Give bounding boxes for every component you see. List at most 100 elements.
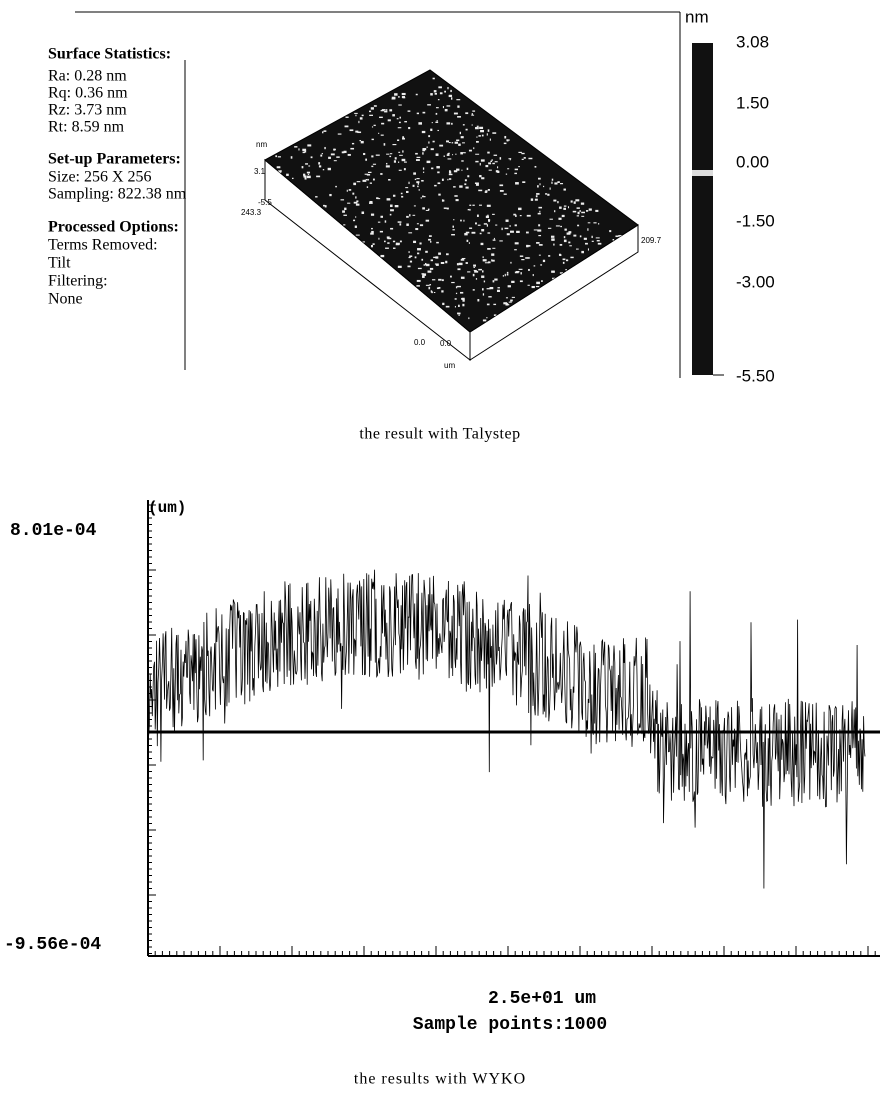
speckle bbox=[514, 271, 519, 274]
speckle bbox=[460, 152, 463, 155]
speckle bbox=[612, 239, 615, 241]
speckle bbox=[486, 204, 491, 207]
speckle bbox=[576, 215, 580, 217]
speckle bbox=[310, 156, 313, 159]
speckle bbox=[554, 182, 558, 185]
speckle bbox=[341, 151, 345, 154]
speckle bbox=[451, 233, 455, 236]
speckle bbox=[451, 142, 454, 144]
speckle bbox=[432, 279, 436, 281]
speckle bbox=[472, 289, 475, 291]
speckle bbox=[479, 126, 484, 130]
speckle bbox=[485, 164, 489, 168]
y-origin: 0.0 bbox=[414, 338, 426, 347]
speckle bbox=[361, 114, 364, 117]
speckle bbox=[573, 201, 576, 204]
speckle bbox=[488, 296, 492, 298]
speckle bbox=[444, 90, 446, 93]
speckle bbox=[365, 179, 368, 181]
speckle bbox=[458, 143, 461, 146]
speckle bbox=[435, 256, 439, 259]
speckle bbox=[471, 113, 473, 115]
speckle bbox=[422, 167, 425, 170]
speckle bbox=[421, 258, 424, 261]
speckle bbox=[394, 205, 399, 208]
speckle bbox=[597, 242, 602, 245]
speckle bbox=[432, 77, 435, 80]
speckle bbox=[438, 287, 441, 289]
speckle bbox=[552, 277, 556, 280]
speckle bbox=[469, 227, 473, 229]
speckle bbox=[376, 197, 379, 200]
speckle bbox=[354, 112, 358, 114]
speckle bbox=[358, 120, 360, 124]
speckle bbox=[357, 131, 362, 134]
speckle bbox=[487, 189, 490, 191]
speckle bbox=[438, 86, 442, 89]
speckle bbox=[444, 108, 448, 112]
speckle bbox=[435, 112, 438, 115]
speckle bbox=[441, 178, 444, 181]
speckle bbox=[530, 198, 534, 201]
speckle bbox=[461, 257, 466, 260]
setup: Size: 256 X 256 bbox=[48, 169, 152, 186]
speckle bbox=[371, 230, 374, 233]
colorbar-unit: nm bbox=[685, 7, 709, 26]
speckle bbox=[333, 148, 336, 151]
speckle bbox=[487, 261, 491, 264]
profile-trace bbox=[147, 569, 866, 889]
speckle bbox=[392, 247, 396, 249]
speckle bbox=[412, 184, 415, 187]
speckle bbox=[318, 162, 321, 165]
speckle bbox=[486, 133, 488, 136]
speckle bbox=[320, 154, 323, 157]
speckle bbox=[416, 223, 419, 225]
speckle bbox=[480, 129, 485, 133]
points-label: Sample points:1000 bbox=[413, 1015, 607, 1035]
speckle bbox=[563, 188, 566, 191]
speckle bbox=[396, 118, 399, 120]
speckle bbox=[443, 207, 447, 209]
speckle bbox=[473, 269, 477, 272]
speckle bbox=[406, 215, 409, 218]
setup: Sampling: 822.38 nm bbox=[48, 186, 187, 203]
speckle bbox=[454, 195, 458, 197]
speckle bbox=[422, 195, 426, 198]
speckle bbox=[356, 181, 361, 183]
speckle bbox=[369, 182, 373, 184]
speckle bbox=[428, 141, 430, 144]
speckle bbox=[441, 279, 444, 282]
speckle bbox=[475, 160, 479, 163]
speckle bbox=[366, 186, 369, 188]
speckle bbox=[581, 250, 584, 254]
speckle bbox=[372, 178, 375, 181]
surface-plot bbox=[264, 69, 639, 333]
speckle bbox=[385, 165, 390, 168]
speckle bbox=[538, 224, 541, 227]
speckle bbox=[472, 204, 475, 206]
speckle bbox=[577, 224, 580, 227]
speckle bbox=[306, 171, 311, 174]
speckle bbox=[450, 275, 452, 278]
speckle bbox=[473, 264, 476, 267]
speckle bbox=[560, 225, 562, 228]
profile-chart bbox=[147, 500, 880, 957]
speckle bbox=[466, 239, 469, 242]
speckle bbox=[324, 146, 326, 150]
speckle bbox=[508, 301, 512, 303]
speckle bbox=[482, 288, 484, 291]
speckle bbox=[348, 189, 352, 191]
speckle bbox=[598, 223, 600, 225]
speckle bbox=[401, 92, 406, 96]
colorbar-label: 0.00 bbox=[736, 152, 769, 171]
speckle bbox=[519, 255, 524, 257]
speckle bbox=[435, 153, 439, 156]
speckle bbox=[390, 204, 393, 208]
speckle bbox=[502, 275, 504, 277]
speckle bbox=[316, 175, 321, 178]
speckle bbox=[305, 163, 309, 165]
colorbar-label: -5.50 bbox=[736, 366, 775, 385]
speckle bbox=[482, 319, 487, 322]
speckle bbox=[408, 251, 410, 254]
speckle bbox=[308, 165, 311, 167]
